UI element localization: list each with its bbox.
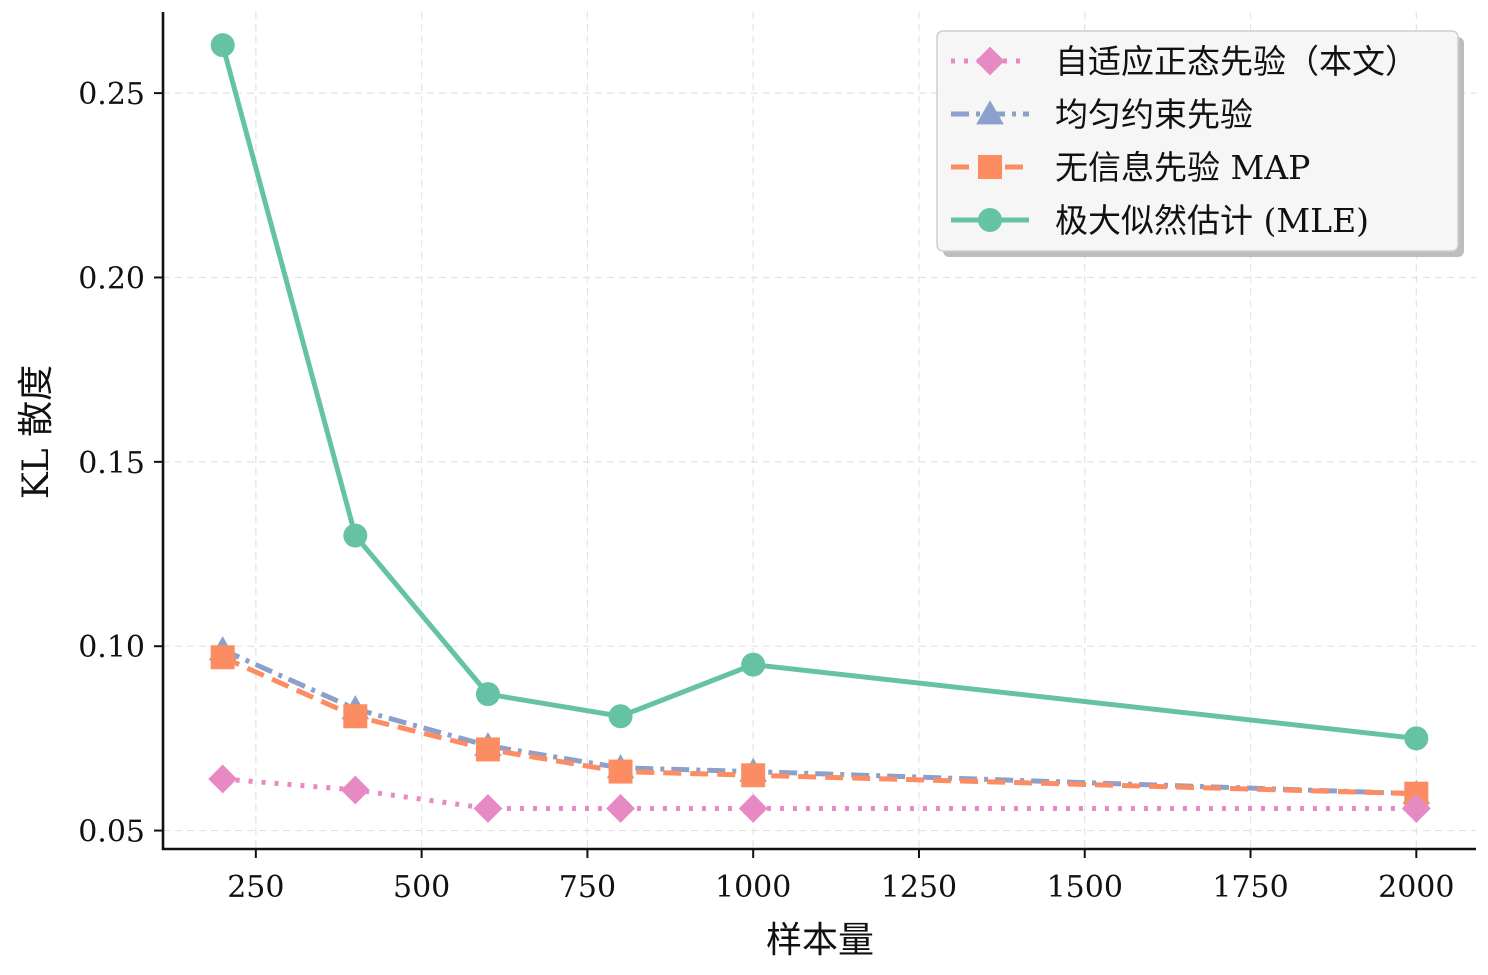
data-point (210, 645, 235, 670)
series-0 (208, 764, 1431, 823)
legend-swatch-marker (978, 208, 1002, 232)
series-line (222, 776, 1417, 811)
x-tick-label: 750 (559, 870, 616, 905)
data-point (606, 794, 635, 823)
data-point (1401, 794, 1431, 823)
series-3 (210, 33, 1429, 751)
legend-label: 自适应正态先验（本文） (1055, 42, 1418, 81)
data-point (608, 759, 633, 784)
x-tick-label: 500 (393, 870, 450, 905)
data-point (475, 682, 500, 707)
x-tick-label: 2000 (1378, 870, 1454, 905)
legend-entry: 无信息先验 MAP (951, 148, 1310, 187)
y-axis-title: KL 散度 (16, 365, 57, 499)
series-line (221, 654, 1417, 797)
x-tick-label: 250 (227, 870, 284, 905)
legend-label: 极大似然估计 (MLE) (1055, 201, 1369, 240)
legend-swatch-marker (976, 100, 1004, 125)
data-point (1404, 726, 1429, 751)
axes (161, 12, 1476, 851)
y-tick-label: 0.15 (78, 446, 145, 481)
data-point (340, 775, 370, 805)
legend-swatch-marker (978, 155, 1002, 179)
legend-box (936, 30, 1459, 252)
y-tick-label: 0.10 (78, 630, 145, 665)
legend-swatch-marker (975, 46, 1005, 76)
y-tick-label: 0.25 (78, 77, 145, 112)
x-tick-label: 1250 (881, 870, 957, 905)
x-tick-label: 1000 (715, 870, 791, 905)
legend-entry: 自适应正态先验（本文） (951, 42, 1418, 81)
legend-entry: 均匀约束先验 (951, 95, 1253, 134)
series-group (208, 33, 1431, 823)
x-tick-label: 1750 (1212, 870, 1288, 905)
data-point (741, 763, 766, 788)
data-point (343, 523, 368, 548)
y-tick-label: 0.20 (78, 261, 145, 296)
legend-entry: 极大似然估计 (MLE) (951, 201, 1369, 240)
data-point (210, 33, 235, 58)
series-line (220, 44, 1417, 741)
data-point (343, 704, 368, 729)
x-tick-label: 1500 (1047, 870, 1123, 905)
data-point (608, 704, 633, 729)
series-2 (210, 645, 1429, 806)
data-point (741, 652, 766, 677)
y-tick-label: 0.05 (78, 815, 145, 850)
legend-label: 均匀约束先验 (1055, 95, 1253, 134)
data-point (475, 737, 500, 762)
data-point (473, 794, 503, 823)
x-axis-title: 样本量 (766, 920, 874, 961)
legend-label: 无信息先验 MAP (1055, 148, 1310, 187)
data-point (208, 764, 238, 794)
series-line (221, 647, 1417, 797)
tick-marks: 250 500 750 1000 1250 1500 1750 2000 0.05 0.10 0.1… (78, 77, 1454, 905)
data-point (738, 794, 768, 823)
